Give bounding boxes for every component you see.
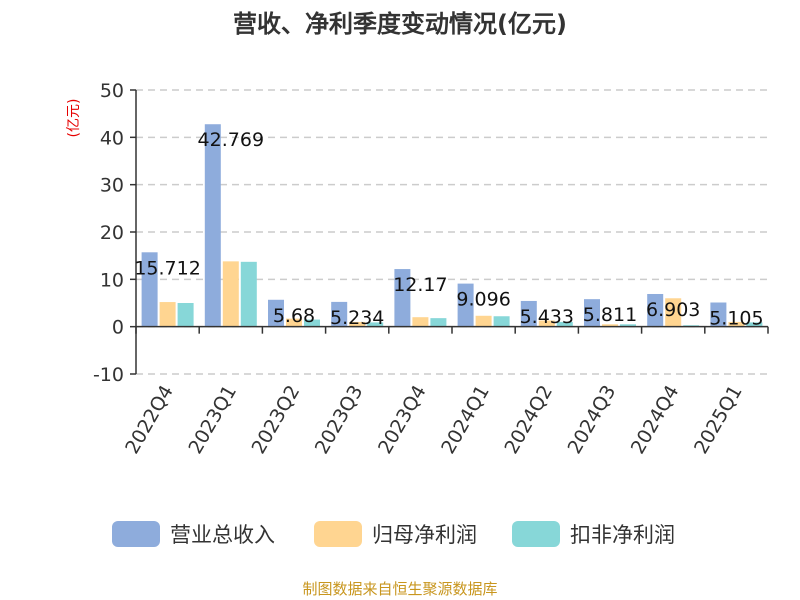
y-axis-unit-label: (亿元) <box>66 99 82 138</box>
legend-item-1[interactable]: 归母净利润 <box>314 521 477 547</box>
x-axis: 2022Q4 2023Q1 2023Q2 2023Q3 2023Q4 2024Q1 2024… <box>121 325 769 458</box>
y-tick-label: 50 <box>100 80 124 102</box>
bar-2023Q4-2 <box>430 318 447 327</box>
bar-2023Q1-1 <box>222 261 239 327</box>
bar-2023Q2-2 <box>304 319 320 327</box>
x-tick-label: 2024Q3 <box>564 382 621 458</box>
x-tick-label: 2023Q1 <box>184 382 241 458</box>
legend-swatch <box>512 521 560 547</box>
data-label: 5.68 <box>273 305 315 327</box>
bar-2024Q4-0 <box>647 293 664 327</box>
legend-item-2[interactable]: 扣非净利润 <box>512 521 675 547</box>
bar-2022Q4-0 <box>141 252 158 327</box>
bar-2024Q3-2 <box>620 324 636 327</box>
x-tick-label: 2024Q4 <box>627 382 684 458</box>
legend-swatch <box>314 521 362 547</box>
data-label: 5.433 <box>520 306 574 328</box>
y-tick-label: 0 <box>112 317 124 339</box>
bar-2023Q2-1 <box>286 318 302 327</box>
bar-2023Q1-2 <box>240 261 257 327</box>
y-tick-label: 40 <box>100 127 124 149</box>
y-tick-label: 10 <box>100 269 124 291</box>
x-tick-label: 2025Q1 <box>690 382 747 458</box>
x-tick-label: 2023Q2 <box>248 382 305 458</box>
bar-2023Q4-1 <box>412 317 429 327</box>
bar-2024Q2-1 <box>538 320 555 327</box>
bar-2023Q3-1 <box>349 321 366 327</box>
bar-2025Q1-2 <box>746 322 763 327</box>
legend-swatch <box>112 521 160 547</box>
x-tick-label: 2023Q4 <box>374 382 431 458</box>
x-tick-label: 2022Q4 <box>121 382 178 458</box>
x-tick-label: 2023Q3 <box>311 382 368 458</box>
source-note: 制图数据来自恒生聚源数据库 <box>302 580 497 598</box>
bar-2023Q3-2 <box>367 322 384 327</box>
y-tick-label: 30 <box>100 175 124 197</box>
chart-title: 营收、净利季度变动情况(亿元) <box>233 10 567 38</box>
legend-label: 归母净利润 <box>372 523 477 547</box>
data-label: 9.096 <box>456 289 510 311</box>
bar-2024Q3-0 <box>584 299 600 327</box>
y-tick-label: -10 <box>93 364 124 386</box>
data-label: 15.712 <box>134 257 200 279</box>
bar-2024Q1-2 <box>493 316 510 327</box>
data-label: 12.17 <box>393 274 447 296</box>
y-axis: 50 40 30 20 10 0 -10 <box>93 80 137 386</box>
bar-2022Q4-1 <box>159 302 176 327</box>
data-labels: 15.712 42.769 5.68 5.234 12.17 9.096 5.433 5.81… <box>134 129 763 329</box>
legend-label: 营业总收入 <box>170 523 275 547</box>
data-label: 5.811 <box>583 304 637 326</box>
bar-2024Q2-2 <box>556 321 573 327</box>
bar-2024Q2-0 <box>520 300 537 327</box>
bar-2024Q4-1 <box>665 298 682 327</box>
bar-2025Q1-1 <box>728 321 745 327</box>
data-label: 6.903 <box>646 299 700 321</box>
data-label: 5.234 <box>330 307 384 329</box>
bar-2023Q3-0 <box>331 301 348 327</box>
bar-2024Q3-1 <box>602 324 618 327</box>
data-label: 42.769 <box>198 129 264 151</box>
x-tick-label: 2024Q1 <box>437 381 494 457</box>
bar-2025Q1-0 <box>710 302 727 327</box>
data-label: 5.105 <box>709 308 763 330</box>
bar-2024Q1-0 <box>457 283 474 327</box>
bars <box>141 124 763 327</box>
bar-2022Q4-2 <box>177 303 194 327</box>
bar-2023Q4-0 <box>394 269 411 327</box>
y-tick-label: 20 <box>100 222 124 244</box>
legend-item-0[interactable]: 营业总收入 <box>112 521 275 547</box>
legend[interactable]: 营业总收入 归母净利润 扣非净利润 <box>112 521 675 547</box>
bar-2024Q1-1 <box>475 315 492 327</box>
legend-label: 扣非净利润 <box>570 523 675 547</box>
bar-2023Q2-0 <box>268 299 284 327</box>
x-tick-label: 2024Q2 <box>500 382 557 458</box>
bar-2023Q1-0 <box>204 124 221 327</box>
